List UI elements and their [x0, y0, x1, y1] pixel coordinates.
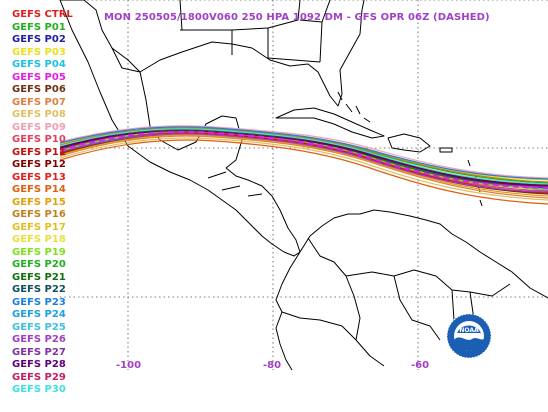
legend-item: GEFS P10 — [12, 134, 66, 145]
legend-item: GEFS P22 — [12, 284, 66, 295]
legend-item: GEFS P30 — [12, 384, 66, 395]
legend-item: GEFS P06 — [12, 84, 66, 95]
legend-item: GEFS P16 — [12, 209, 66, 220]
noaa-logo-text: NOAA — [459, 327, 479, 334]
cuba — [275, 107, 385, 139]
lon-label-100: -100 — [116, 360, 142, 371]
contour-gefs-p07 — [59, 135, 548, 199]
contour-gefs-p08 — [59, 137, 548, 201]
legend-item: GEFS P08 — [12, 109, 66, 120]
legend-item: GEFS P26 — [12, 334, 66, 345]
legend-item: GEFS P19 — [12, 246, 66, 258]
contour-gefs-p28 — [59, 130, 548, 187]
pacific-south-coast — [275, 251, 301, 371]
legend-item: GEFS P17 — [12, 221, 66, 233]
south-america-borders — [281, 237, 511, 367]
contour-gefs-p13 — [59, 139, 548, 205]
legend-item: GEFS P07 — [12, 96, 66, 108]
gulf-coast — [83, 0, 365, 107]
noaa-logo: NOAA — [446, 313, 492, 359]
legend-item: GEFS P28 — [12, 359, 66, 370]
ensemble-legend: GEFS CTRL GEFS P01 GEFS P02 GEFS P03 GEFS P0… — [12, 9, 73, 397]
us-mexico-border — [60, 0, 141, 73]
bahamas — [337, 91, 371, 123]
contour-gefs-p30 — [59, 128, 548, 185]
contour-gefs-p23 — [59, 126, 548, 180]
legend-item: GEFS P29 — [12, 371, 66, 383]
legend-item: GEFS P15 — [12, 196, 66, 208]
legend-item: GEFS P12 — [12, 159, 66, 170]
legend-item: GEFS P01 — [12, 21, 66, 33]
legend-item: GEFS P21 — [12, 271, 66, 283]
south-america-coast — [299, 209, 548, 299]
legend-item: GEFS P25 — [12, 321, 66, 333]
contour-gefs-p09 — [59, 125, 548, 179]
legend-item: GEFS P24 — [12, 309, 66, 320]
contour-gefs-p12 — [59, 129, 548, 186]
contour-gefs-p15 — [59, 127, 548, 183]
legend-item: GEFS P09 — [12, 121, 66, 133]
legend-item: GEFS P20 — [12, 259, 66, 270]
legend-item: GEFS P05 — [12, 71, 66, 83]
legend-item: GEFS P23 — [12, 296, 66, 308]
legend-item: GEFS P18 — [12, 234, 66, 245]
contour-gefs-p26 — [59, 133, 548, 193]
us-state-borders — [179, 0, 331, 63]
graticule — [60, 0, 548, 370]
legend-item: GEFS P02 — [12, 34, 66, 45]
legend-item: GEFS P03 — [12, 46, 66, 58]
map-title: MON 250505/1800V060 250 HPA 1092 DM - GF… — [104, 12, 490, 23]
ensemble-contours — [59, 125, 548, 205]
legend-item: GEFS P27 — [12, 346, 66, 358]
coastlines — [59, 0, 548, 371]
lon-label-60: -60 — [411, 360, 430, 371]
lon-label-80: -80 — [263, 360, 282, 371]
contour-gfs-opr-dashed — [59, 130, 548, 190]
legend-item: GEFS P14 — [12, 184, 66, 195]
legend-item: GEFS CTRL — [12, 9, 73, 20]
legend-item: GEFS P04 — [12, 59, 66, 70]
legend-item: GEFS P11 — [12, 146, 66, 158]
contour-gefs-p14 — [59, 134, 548, 197]
central-america — [189, 167, 301, 257]
hispaniola — [387, 133, 453, 153]
legend-item: GEFS P13 — [12, 171, 66, 183]
